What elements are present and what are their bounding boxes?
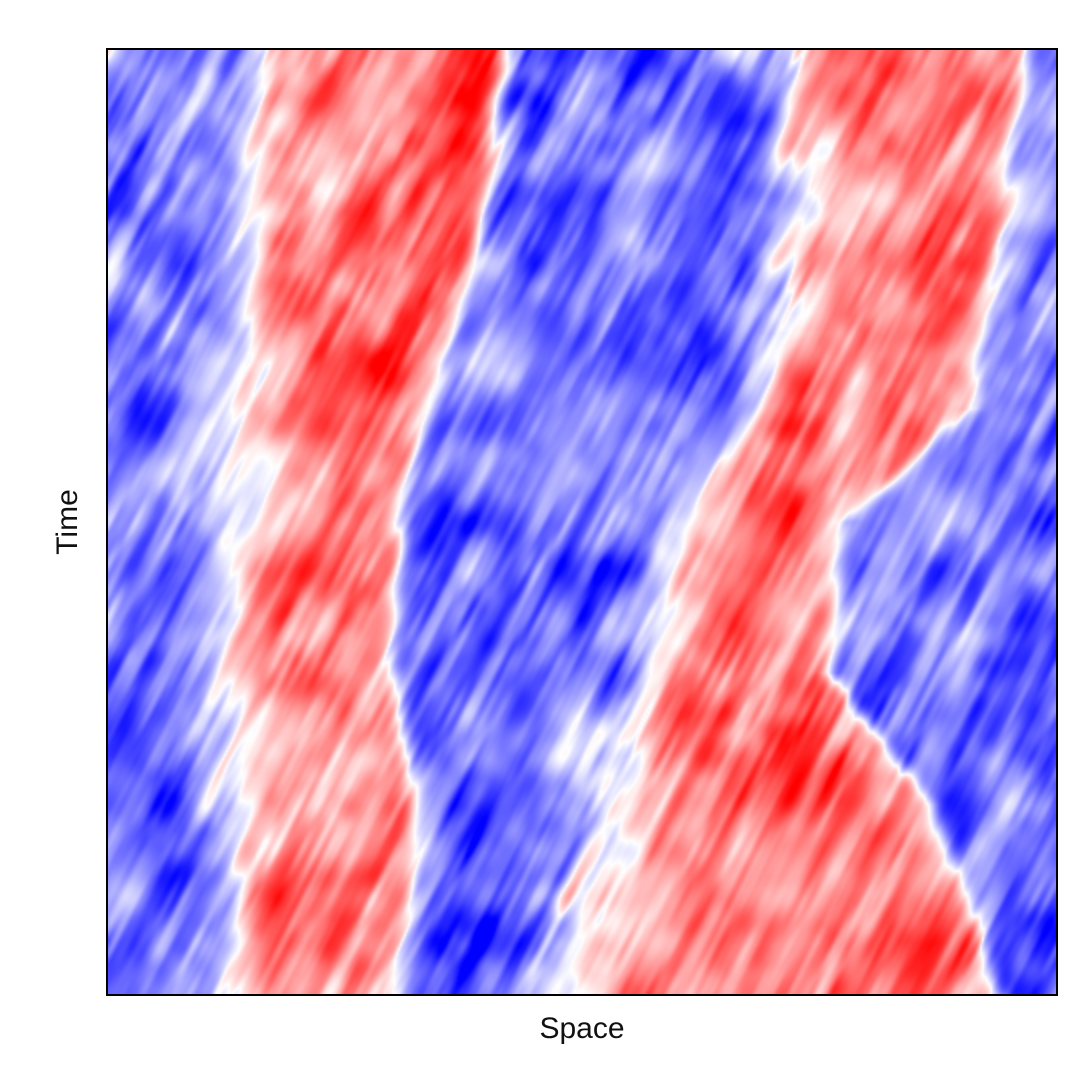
- x-axis-label: Space: [539, 1012, 625, 1045]
- y-axis-label: Time: [51, 489, 84, 555]
- plot-area: [106, 48, 1058, 996]
- space-time-heatmap: [108, 50, 1056, 994]
